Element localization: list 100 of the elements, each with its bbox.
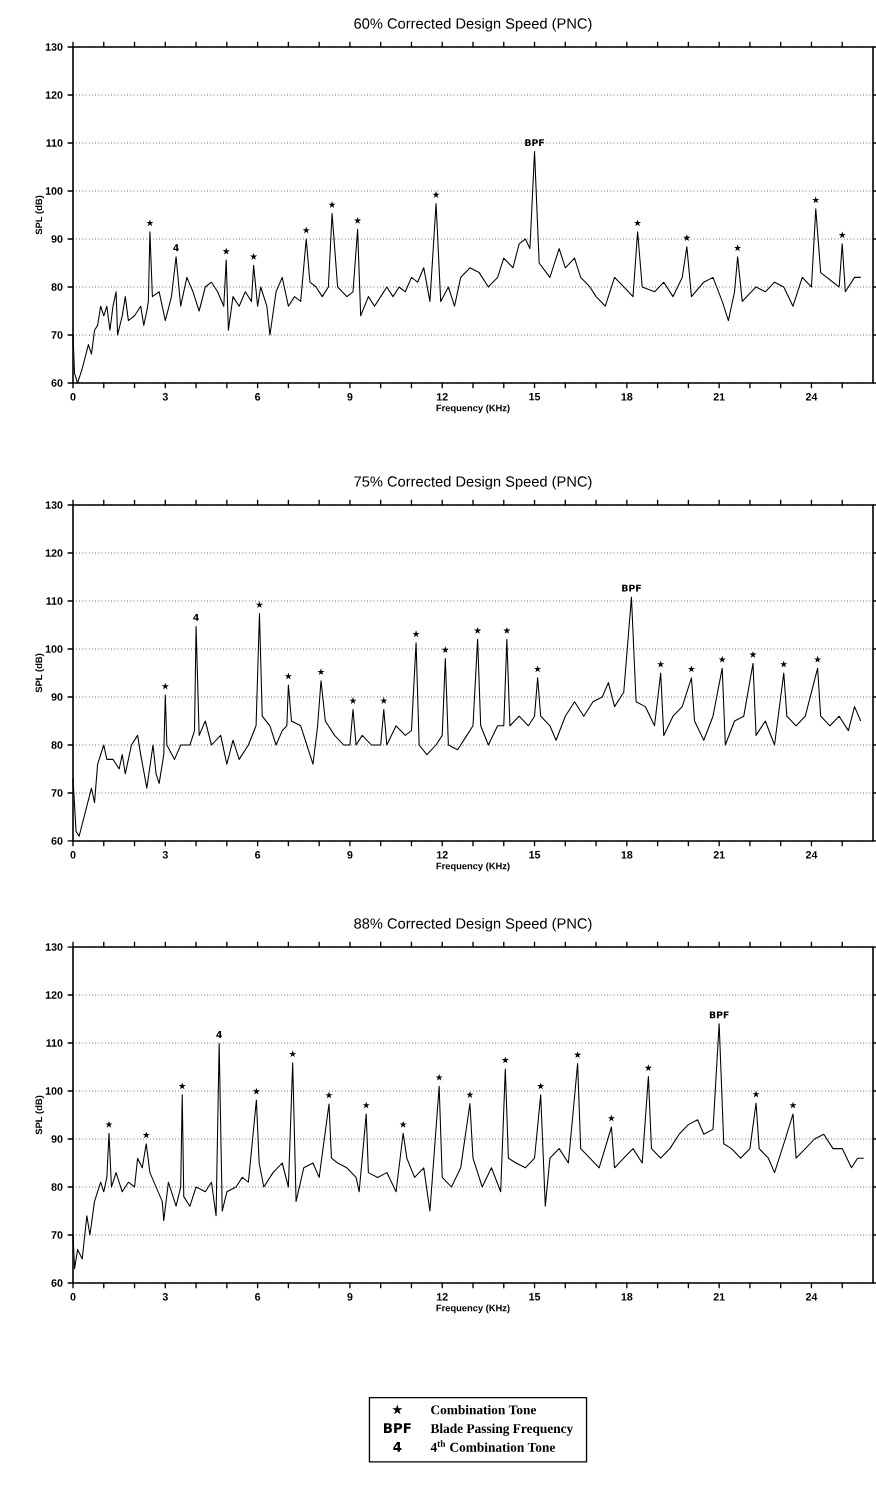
x-tick-label: 21	[713, 393, 725, 401]
annotation: ★	[537, 1082, 545, 1090]
x-tick-label: 9	[347, 1293, 353, 1301]
x-tick-label: 15	[529, 393, 541, 401]
y-tick-label: 90	[51, 1135, 63, 1143]
x-axis-title: Frequency (KHz)	[436, 404, 510, 414]
annotation: ★	[503, 627, 511, 634]
annotation: ★	[161, 682, 169, 690]
text: Combination Tone	[431, 1404, 536, 1415]
annotation: ★	[838, 231, 846, 239]
annotation: ★	[250, 253, 258, 260]
annotation: ★	[325, 1091, 333, 1099]
annotation: ★	[289, 1050, 297, 1058]
annotation: ★	[812, 196, 820, 204]
x-tick-label: 18	[621, 393, 633, 401]
y-tick-label: 60	[51, 379, 63, 387]
annotation: ★	[317, 668, 325, 676]
x-tick-label: 12	[436, 393, 448, 401]
annotation: BPF	[525, 139, 544, 147]
x-tick-label: 15	[529, 851, 541, 859]
y-tick-label: 110	[46, 139, 63, 147]
y-tick-label: 130	[45, 43, 63, 51]
y-axis-title: SPL (dB)	[35, 653, 45, 693]
annotation: ★	[412, 630, 420, 638]
y-tick-label: 70	[51, 331, 63, 339]
annotation: ★	[349, 697, 357, 704]
x-tick-label: 24	[805, 1293, 818, 1301]
annotation: ★	[657, 660, 665, 668]
y-tick-label: 80	[51, 741, 63, 749]
y-tick-label: 70	[51, 1231, 63, 1239]
annotation: ★	[718, 655, 726, 663]
annotation: 4	[193, 614, 199, 621]
y-tick-label: 60	[51, 1279, 63, 1287]
annotation: ★	[435, 1073, 443, 1081]
chart-title: 60% Corrected Design Speed (PNC)	[354, 17, 592, 32]
annotation: ★	[534, 665, 542, 673]
y-tick-label: 100	[45, 645, 63, 653]
x-tick-label: 3	[162, 851, 168, 859]
annotation: ★	[178, 1082, 186, 1090]
x-tick-label: 21	[713, 1293, 725, 1301]
y-axis-title: SPL (dB)	[35, 195, 45, 235]
x-tick-label: 3	[162, 1293, 168, 1301]
annotation: ★	[634, 219, 642, 227]
annotation: ★	[683, 234, 691, 242]
annotation: ★	[255, 601, 264, 608]
y-tick-label: 130	[45, 943, 63, 951]
y-tick-label: 100	[45, 187, 63, 195]
y-tick-label: 60	[51, 837, 63, 845]
annotation: ★	[354, 217, 362, 224]
x-tick-label: 0	[70, 393, 76, 401]
x-tick-label: 18	[621, 851, 633, 859]
annotation: ★	[749, 651, 757, 658]
x-axis-title: Frequency (KHz)	[436, 1304, 510, 1314]
annotation: ★	[607, 1114, 616, 1122]
text: Blade Passing Frequency	[430, 1423, 574, 1436]
y-tick-label: 90	[51, 235, 63, 243]
annotation: ★	[752, 1090, 760, 1098]
text: 4	[393, 1441, 402, 1452]
x-tick-label: 0	[70, 851, 76, 859]
annotation: ★	[362, 1101, 370, 1109]
text: 4$^{th}$ Combination Tone	[430, 1440, 555, 1452]
annotation: ★	[380, 697, 388, 704]
y-tick-label: 80	[51, 283, 63, 291]
x-tick-label: 9	[347, 851, 353, 859]
text: BPF	[384, 1423, 411, 1433]
annotation: ★	[222, 247, 230, 255]
y-tick-label: 70	[51, 789, 63, 797]
y-tick-label: 120	[45, 991, 63, 999]
annotation: BPF	[622, 584, 641, 592]
y-tick-label: 130	[45, 501, 63, 509]
x-tick-label: 6	[255, 1293, 261, 1301]
x-tick-label: 3	[162, 393, 168, 401]
annotation: ★	[399, 1120, 407, 1128]
x-tick-label: 12	[436, 851, 448, 859]
annotation: ★	[284, 672, 292, 680]
y-tick-label: 100	[45, 1087, 63, 1095]
x-tick-label: 12	[436, 1293, 448, 1301]
y-tick-label: 120	[45, 91, 63, 99]
annotation: ★	[146, 219, 154, 227]
y-tick-label: 90	[51, 693, 63, 701]
annotation: ★	[574, 1051, 582, 1059]
x-tick-label: 24	[805, 393, 818, 401]
annotation: ★	[644, 1064, 652, 1072]
annotation: ★	[734, 244, 742, 252]
x-tick-label: 9	[347, 393, 353, 401]
x-tick-label: 21	[713, 851, 725, 859]
annotation: ★	[466, 1091, 474, 1098]
annotation: ★	[252, 1087, 260, 1095]
annotation: ★	[814, 655, 822, 663]
y-tick-label: 120	[45, 549, 63, 557]
x-tick-label: 15	[529, 1293, 541, 1301]
chart-title: 88% Corrected Design Speed (PNC)	[354, 917, 592, 932]
annotation: ★	[432, 191, 440, 198]
y-tick-label: 80	[51, 1183, 63, 1191]
x-tick-label: 24	[805, 851, 818, 859]
x-tick-label: 0	[70, 1293, 76, 1301]
y-tick-label: 110	[46, 597, 63, 605]
annotation: ★	[501, 1056, 509, 1064]
annotation: ★	[474, 627, 482, 634]
annotation: BPF	[709, 1011, 729, 1019]
